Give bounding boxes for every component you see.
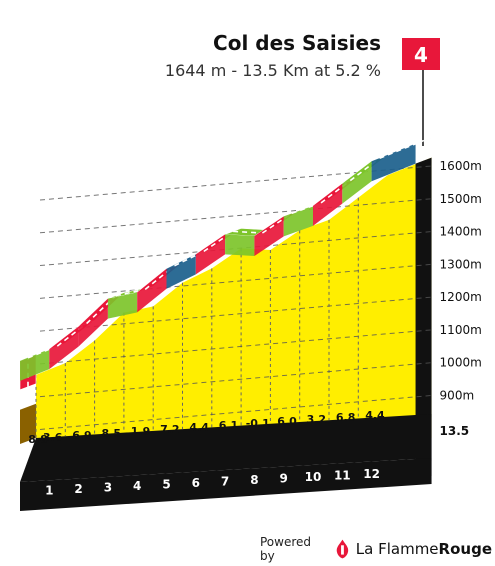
km-label: 4 [133, 479, 141, 493]
road-centerline [379, 139, 424, 160]
y-tick: 1300m [39, 257, 482, 299]
profile-area [20, 157, 432, 511]
gradient-label: 3.2 [307, 413, 327, 426]
km-label: 12 [363, 467, 380, 481]
gradient-label: -0.1 [246, 417, 270, 430]
km-label: 9 [280, 472, 288, 486]
profile-base [20, 458, 432, 511]
profile-base-top [20, 414, 432, 482]
gradient-label: 6.9 [72, 429, 92, 442]
category-label: 4 [414, 43, 428, 67]
brand-bold: Rouge [438, 540, 492, 558]
gradient-band-front [49, 326, 79, 370]
y-tick: 1500m [39, 192, 482, 234]
gradient-band-front [166, 254, 196, 289]
km-label: 10 [305, 470, 322, 484]
footer: Powered by La FlammeRouge [260, 535, 492, 563]
flag-banner [402, 38, 440, 70]
profile-right-wall [415, 157, 432, 483]
gradient-band-front [195, 234, 226, 275]
road-centerline [86, 295, 117, 325]
km-label: 6 [192, 476, 200, 490]
y-tick-label: 1100m [440, 323, 482, 337]
gradient-label: 8.5 [102, 427, 122, 440]
y-tick-label: 1200m [440, 290, 482, 304]
gradient-label: 7.2 [160, 423, 180, 436]
gradient-band-front [254, 216, 284, 257]
y-tick: 1400m [39, 225, 482, 267]
y-gridline [39, 231, 432, 267]
gradient-band-front [283, 205, 313, 237]
road-centerline [115, 288, 146, 297]
segment-labels: 8.83.6 6.9 8.5 1.9 7.2 4.4 6.1 -0.1 6.0 3.2 6.8 4.4… [28, 409, 469, 498]
gradient-label: 4.4 [365, 409, 385, 422]
road-centerline [233, 230, 263, 234]
chart-title: Col des Saisies [213, 31, 381, 55]
brand-name: La FlammeRouge [356, 540, 492, 558]
y-tick-label: 900m [440, 388, 475, 402]
km-label: 7 [221, 475, 229, 489]
chart-subtitle: 1644 m - 13.5 Km at 5.2 % [165, 61, 381, 80]
profile-fill [36, 157, 432, 439]
gradient-label: 6.0 [277, 415, 297, 428]
gradient-band-front [342, 161, 372, 204]
y-gridline [39, 198, 432, 234]
km-label: 2 [74, 482, 82, 496]
km-label: 11 [334, 469, 351, 483]
total-distance-label: 13.5 [440, 424, 470, 438]
gradient-bands [19, 137, 432, 391]
km-label: 8 [250, 473, 258, 487]
km-label: 1 [45, 484, 53, 498]
y-gridline [39, 296, 432, 332]
y-gridline [39, 362, 432, 398]
gradient-label: 1.9 [131, 425, 151, 438]
gradient-band-front [313, 183, 343, 226]
y-gridline [39, 329, 432, 365]
gradient-label: 4.4 [189, 421, 209, 434]
gradient-band-front [225, 234, 255, 257]
profile-left-wall [20, 403, 36, 482]
category-flag: 4 [402, 38, 440, 146]
gradient-label: 6.1 [219, 419, 239, 432]
y-tick: 1200m [39, 290, 482, 332]
gradient-band-front [137, 268, 167, 313]
km-label: 5 [162, 478, 170, 492]
y-tick-label: 1600m [440, 159, 482, 173]
gradient-label: 6.8 [336, 411, 356, 424]
y-tick: 900m [39, 388, 475, 430]
gradient-label: 3.6 [43, 431, 63, 444]
y-tick-label: 1000m [440, 356, 482, 370]
y-gridline [39, 263, 432, 299]
y-tick-label: 1400m [440, 225, 482, 239]
km-label: 3 [104, 481, 112, 495]
y-gridline [39, 394, 432, 430]
gradient-band-front [371, 143, 416, 182]
brand-regular: La Flamme [355, 540, 439, 558]
gradient-band-front [107, 292, 138, 319]
y-tick: 1000m [39, 356, 482, 398]
y-tick-label: 1500m [440, 192, 482, 206]
y-tick-label: 1300m [440, 257, 482, 271]
gradient-band-front [20, 349, 50, 381]
y-tick: 1100m [39, 323, 482, 365]
powered-by-text: Powered by [260, 535, 312, 563]
gradient-label: 8.8 [28, 433, 48, 446]
flame-logo-icon [336, 539, 349, 559]
